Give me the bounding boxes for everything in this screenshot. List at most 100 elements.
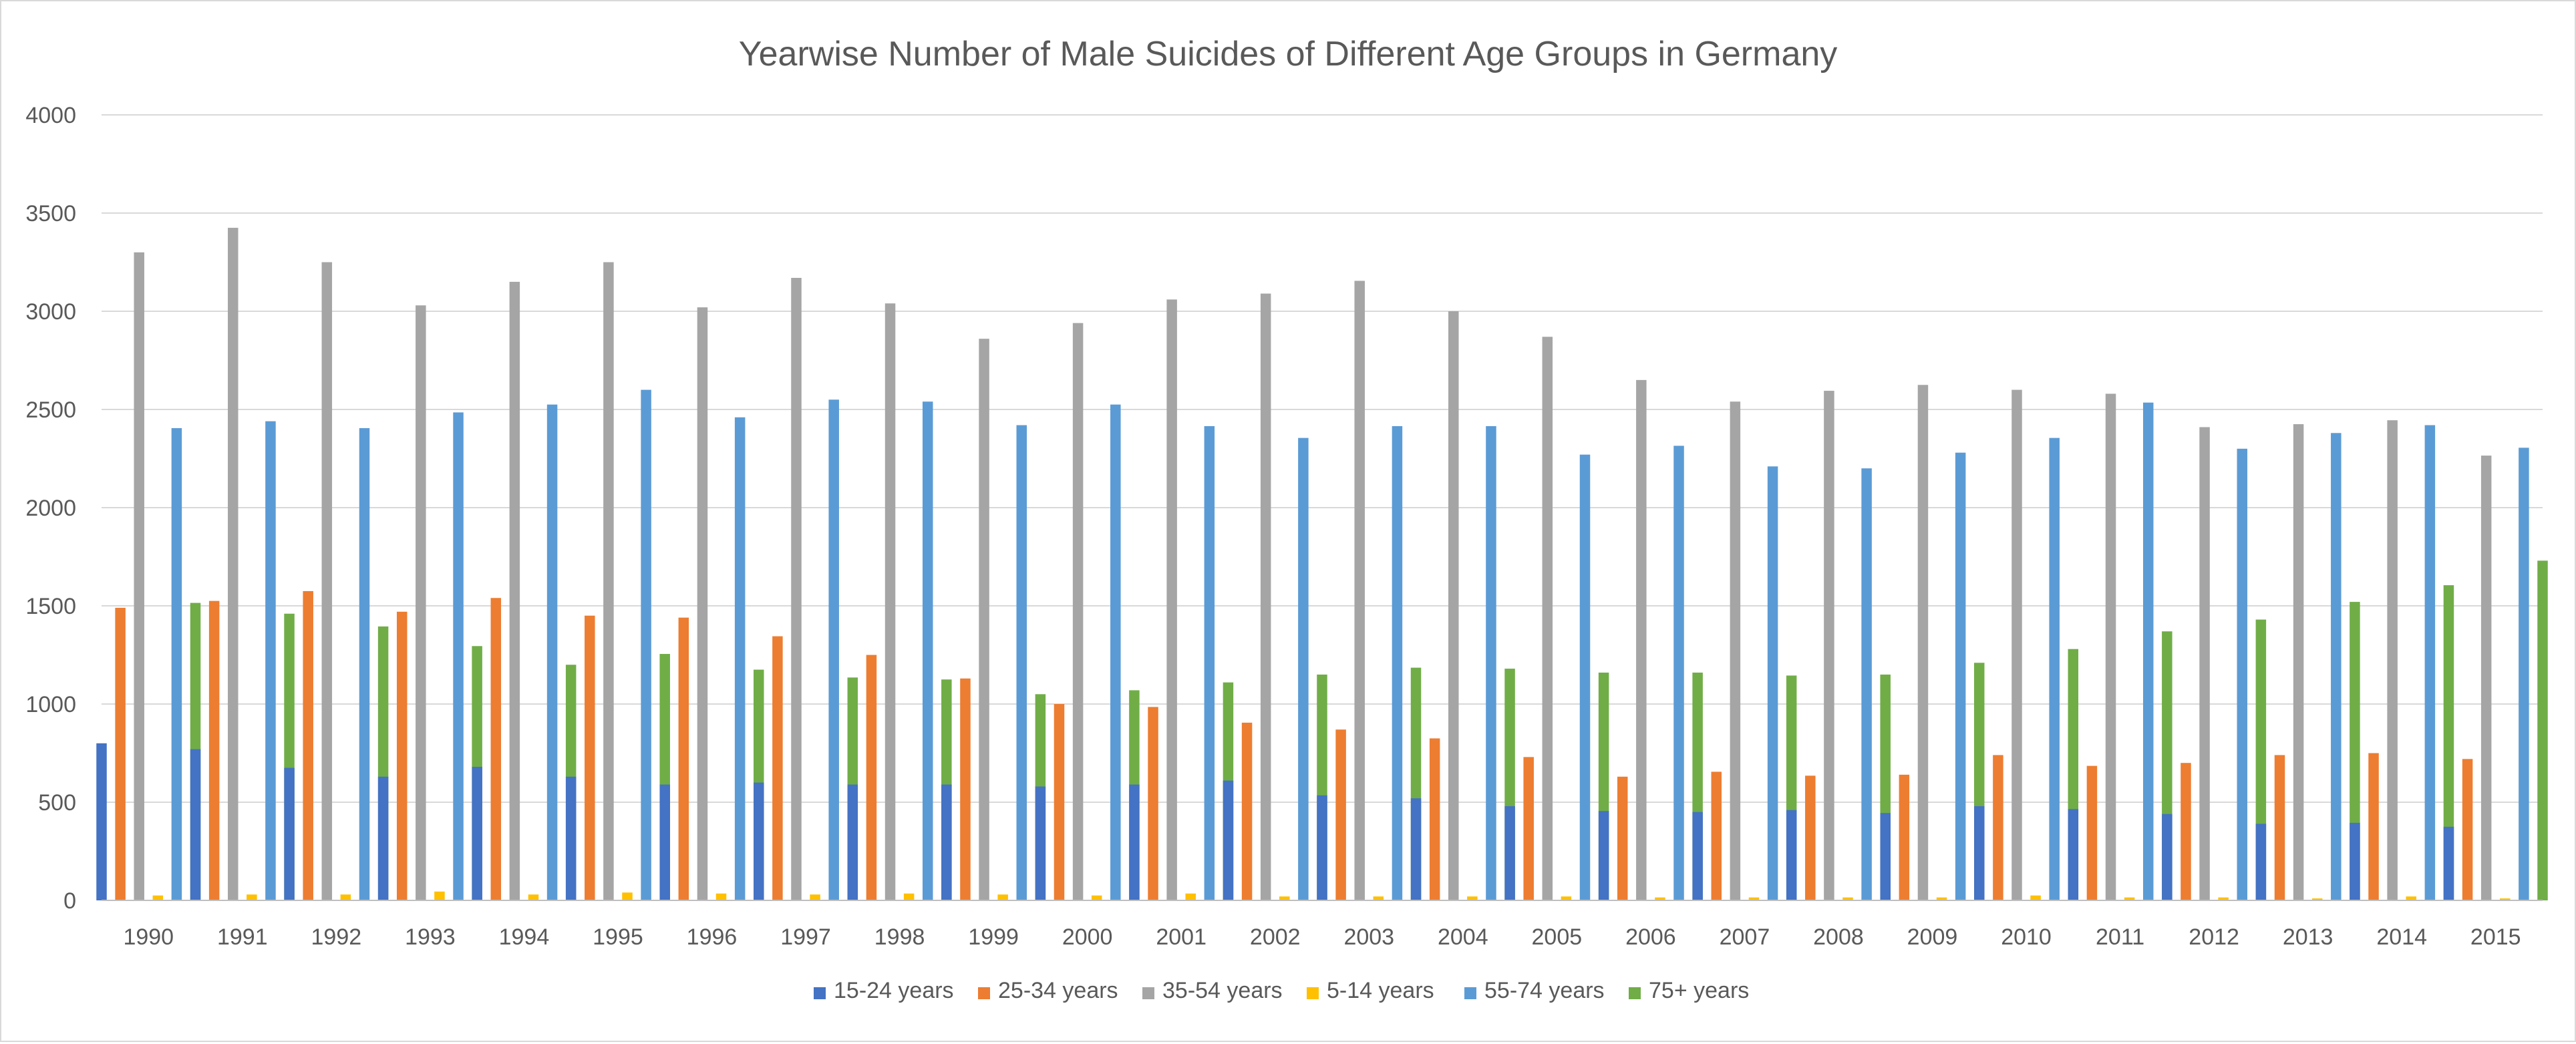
bar <box>585 615 595 900</box>
bar <box>453 412 464 900</box>
y-tick-label: 500 <box>38 790 76 816</box>
bar <box>2443 585 2454 900</box>
bar <box>321 262 333 900</box>
bar <box>2424 425 2436 900</box>
y-tick-label: 4000 <box>25 103 76 128</box>
bar <box>922 401 933 900</box>
bar <box>1072 323 1084 900</box>
bar <box>715 893 727 900</box>
bar <box>2462 759 2473 900</box>
bar <box>1467 896 1478 900</box>
legend-item: 25-34 years <box>978 978 1118 1003</box>
bar <box>1917 385 1929 900</box>
x-tick-label: 2009 <box>1907 924 1958 950</box>
bar <box>2181 763 2191 900</box>
bar <box>396 611 408 900</box>
bar <box>2406 896 2416 900</box>
bar <box>1129 784 1140 900</box>
x-tick-label: 1999 <box>968 924 1019 950</box>
bar <box>1429 738 1440 900</box>
bar <box>960 678 971 900</box>
bar <box>2274 755 2285 900</box>
bar <box>96 743 107 900</box>
bar <box>2387 420 2398 900</box>
legend-label: 15-24 years <box>834 978 954 1003</box>
x-tick-label: 1992 <box>311 924 362 950</box>
legend-item: 55-74 years <box>1464 978 1605 1003</box>
legend-swatch <box>978 987 990 999</box>
bar <box>1054 704 1065 900</box>
x-tick-label: 2010 <box>2001 924 2052 950</box>
bar <box>828 399 839 900</box>
bar <box>1523 757 1534 900</box>
bar <box>434 891 445 900</box>
bar <box>1410 798 1422 900</box>
bar <box>284 767 295 900</box>
bar <box>2311 898 2323 900</box>
bar <box>2500 898 2511 900</box>
bar <box>2049 438 2060 900</box>
bar <box>152 895 164 900</box>
bar <box>528 894 539 900</box>
x-tick-label: 2011 <box>2096 924 2144 950</box>
bar <box>641 389 651 900</box>
bar <box>772 636 783 900</box>
bar <box>2105 393 2116 900</box>
bar <box>1617 776 1628 900</box>
bar <box>866 655 877 900</box>
bar <box>1748 897 1760 900</box>
bar <box>2086 765 2098 900</box>
bar <box>1335 729 1346 900</box>
x-tick-label: 1991 <box>217 924 268 950</box>
y-tick-label: 1500 <box>25 594 76 619</box>
x-tick-label: 1993 <box>405 924 456 950</box>
bar <box>1486 425 1496 900</box>
bars <box>96 228 2548 901</box>
x-tick-label: 2000 <box>1062 924 1113 950</box>
bar <box>171 427 182 900</box>
bar <box>1392 425 1403 900</box>
legend-item: 15-24 years <box>814 978 954 1003</box>
bar <box>2199 427 2210 900</box>
bar <box>1880 813 1891 900</box>
bar <box>1373 896 1384 900</box>
bar <box>847 784 858 900</box>
bar <box>2519 448 2529 900</box>
bar <box>1598 811 1609 900</box>
bar <box>1767 466 1778 900</box>
legend-label: 25-34 years <box>998 978 1118 1003</box>
bar <box>1692 812 1703 900</box>
y-axis-ticks: 0 500 1000 1500 2000 2500 3000 3500 4000 <box>25 103 76 914</box>
x-tick-label: 1990 <box>123 924 174 950</box>
bar <box>2255 824 2267 900</box>
bar <box>340 894 351 900</box>
x-tick-label: 1998 <box>874 924 925 950</box>
bar <box>1655 897 1665 900</box>
x-tick-label: 1996 <box>687 924 738 950</box>
bar <box>979 339 989 900</box>
bar <box>2162 814 2172 900</box>
bar <box>247 894 257 900</box>
legend-swatch <box>1629 987 1641 999</box>
bar <box>1035 786 1046 900</box>
bar <box>2237 448 2248 900</box>
bar <box>884 303 896 900</box>
x-tick-label: 2014 <box>2376 924 2427 950</box>
bar <box>1091 895 1102 900</box>
gridlines <box>102 114 2543 803</box>
bar <box>1317 795 1327 900</box>
bar <box>1354 281 1365 900</box>
bar <box>208 600 220 900</box>
bar <box>697 307 708 900</box>
bar <box>1974 806 1985 900</box>
bar <box>1298 438 1309 900</box>
bar <box>1166 299 1177 900</box>
bar <box>659 784 670 900</box>
bar <box>1223 780 1234 900</box>
y-tick-label: 2500 <box>25 397 76 423</box>
bar <box>622 892 633 900</box>
bar <box>134 252 144 900</box>
legend-swatch <box>1307 987 1319 999</box>
legend-swatch <box>814 987 826 999</box>
